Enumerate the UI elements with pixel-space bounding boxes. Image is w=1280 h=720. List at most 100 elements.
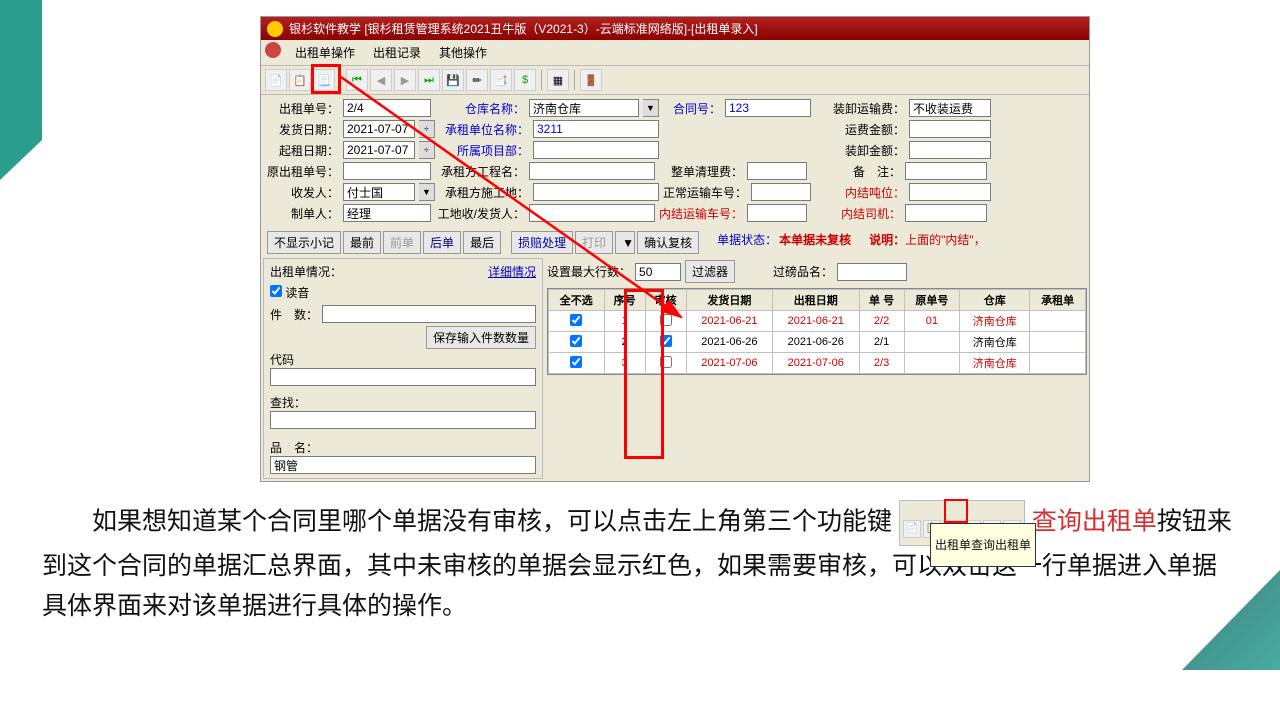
col-c1[interactable]: 序号: [604, 290, 645, 311]
tb-query-icon[interactable]: 📃: [313, 69, 335, 91]
menu-2[interactable]: 出租记录: [369, 42, 425, 63]
tb-new-icon[interactable]: 📄: [265, 69, 287, 91]
tb-copy-icon[interactable]: 📋: [289, 69, 311, 91]
inp-remark[interactable]: [905, 162, 987, 180]
lbl-site: 承租方施工地：: [439, 184, 529, 201]
inp-receiver[interactable]: [529, 204, 655, 222]
lbl-rentdate: 起租日期：: [267, 142, 339, 159]
inp-project[interactable]: [533, 141, 659, 159]
col-c5[interactable]: 单 号: [859, 290, 904, 311]
lbl-transfee: 装卸运输费：: [815, 100, 905, 117]
inp-find[interactable]: [270, 411, 536, 429]
dd-handler[interactable]: ▼: [419, 183, 435, 201]
menubar: 出租单操作 出租记录 其他操作: [261, 40, 1089, 66]
inp-origno[interactable]: [343, 162, 431, 180]
lbl-origno: 原出租单号：: [267, 163, 339, 180]
tb-exit-icon[interactable]: 🚪: [580, 69, 602, 91]
lbl-note: 说明：上面的"内结"，: [869, 231, 986, 254]
row-audit[interactable]: [660, 314, 672, 326]
btn-savecount[interactable]: 保存输入件数数量: [426, 326, 536, 349]
lbl-truck: 正常运输车号：: [663, 184, 747, 201]
inp-projname[interactable]: [529, 162, 655, 180]
lbl-shipdate: 发货日期：: [267, 121, 339, 138]
btn-filter[interactable]: 过滤器: [685, 260, 735, 283]
button-row: 不显示小记 最前 前单 后单 最后 损赔处理 打印 ▼ 确认复核 单据状态： 本…: [261, 229, 1089, 256]
inp-loadfee[interactable]: [909, 141, 991, 159]
col-c6[interactable]: 原单号: [904, 290, 960, 311]
lbl-orderno: 出租单号：: [267, 100, 339, 117]
dd-shipdate[interactable]: ÷: [419, 120, 435, 138]
tb-prev-icon[interactable]: ◀: [370, 69, 392, 91]
row-audit[interactable]: [660, 356, 672, 368]
col-c3[interactable]: 发货日期: [686, 290, 772, 311]
inp-warehouse[interactable]: [529, 99, 639, 117]
col-c0[interactable]: 全不选: [549, 290, 605, 311]
tb-first-icon[interactable]: ⏮: [346, 69, 368, 91]
row-audit[interactable]: [660, 335, 672, 347]
lbl-warehouse: 仓库名称：: [435, 100, 525, 117]
btn-first[interactable]: 最前: [343, 231, 381, 254]
form-area: 出租单号： 仓库名称： ▼ 合同号： 装卸运输费： 发货日期： ÷ 承租单位名称…: [261, 95, 1089, 229]
data-grid[interactable]: 全不选序号审核发货日期出租日期单 号原单号仓库承租单 12021-06-2120…: [547, 288, 1087, 375]
btn-hidememo[interactable]: 不显示小记: [267, 231, 341, 254]
table-row[interactable]: 32021-07-062021-07-062/3济南仓库: [549, 353, 1086, 374]
chk-voice[interactable]: 读音: [270, 286, 309, 300]
tb-money-icon[interactable]: $: [514, 69, 536, 91]
tb-grid-icon[interactable]: ▦: [547, 69, 569, 91]
inp-truck[interactable]: [751, 183, 811, 201]
btn-print-dd[interactable]: ▼: [615, 231, 635, 254]
inp-innerdriver[interactable]: [905, 204, 987, 222]
inp-lessee[interactable]: [533, 120, 659, 138]
table-row[interactable]: 12021-06-212021-06-212/201济南仓库: [549, 311, 1086, 332]
app-window: 银杉软件教学 [银杉租赁管理系统2021丑牛版（V2021-3）-云端标准网络版…: [260, 16, 1090, 482]
inp-code[interactable]: [270, 368, 536, 386]
inp-cleanfee[interactable]: [747, 162, 807, 180]
tb-last-icon[interactable]: ⏭: [418, 69, 440, 91]
col-c7[interactable]: 仓库: [960, 290, 1030, 311]
btn-damage[interactable]: 损赔处理: [511, 231, 573, 254]
inp-site[interactable]: [533, 183, 659, 201]
tb-list-icon[interactable]: 📑: [490, 69, 512, 91]
link-detail[interactable]: 详细情况: [488, 263, 536, 280]
lbl-contract: 合同号：: [663, 100, 721, 117]
inp-pname[interactable]: [270, 456, 536, 474]
btn-print[interactable]: 打印: [575, 231, 613, 254]
tb-sep2: [541, 70, 542, 90]
btn-last[interactable]: 最后: [463, 231, 501, 254]
btn-next[interactable]: 后单: [423, 231, 461, 254]
tb-edit-icon[interactable]: ✏: [466, 69, 488, 91]
menu-1[interactable]: 出租单操作: [291, 42, 359, 63]
inp-innertrk[interactable]: [747, 204, 807, 222]
tb-save-icon[interactable]: 💾: [442, 69, 464, 91]
inp-handler[interactable]: [343, 183, 415, 201]
inp-rentdate[interactable]: [343, 141, 415, 159]
btn-confirm[interactable]: 确认复核: [637, 231, 699, 254]
table-row[interactable]: 22021-06-262021-06-262/1济南仓库: [549, 332, 1086, 353]
lbl-find: 查找：: [270, 394, 536, 411]
lbl-code: 代码: [270, 351, 536, 368]
dd-rentdate[interactable]: ÷: [419, 141, 435, 159]
row-select[interactable]: [570, 335, 582, 347]
inp-maxrows[interactable]: [635, 263, 681, 281]
col-c8[interactable]: 承租单: [1030, 290, 1086, 311]
inp-shipdate[interactable]: [343, 120, 415, 138]
inp-freight[interactable]: [909, 120, 991, 138]
inp-maker[interactable]: [343, 204, 431, 222]
col-c2[interactable]: 审核: [645, 290, 686, 311]
lbl-loadfee: 装卸金额：: [815, 142, 905, 159]
inp-transfee[interactable]: [909, 99, 991, 117]
btn-prev[interactable]: 前单: [383, 231, 421, 254]
row-select[interactable]: [570, 356, 582, 368]
inp-count[interactable]: [322, 305, 536, 323]
inp-contract[interactable]: [725, 99, 811, 117]
inp-weigh[interactable]: [837, 263, 907, 281]
menu-icon: [265, 42, 281, 58]
menu-3[interactable]: 其他操作: [435, 42, 491, 63]
inp-orderno[interactable]: [343, 99, 431, 117]
tb-next-icon[interactable]: ▶: [394, 69, 416, 91]
dd-warehouse[interactable]: ▼: [643, 99, 659, 117]
col-c4[interactable]: 出租日期: [773, 290, 859, 311]
inp-innerton[interactable]: [909, 183, 991, 201]
lbl-innerdriver: 内结司机：: [811, 205, 901, 222]
row-select[interactable]: [570, 314, 582, 326]
